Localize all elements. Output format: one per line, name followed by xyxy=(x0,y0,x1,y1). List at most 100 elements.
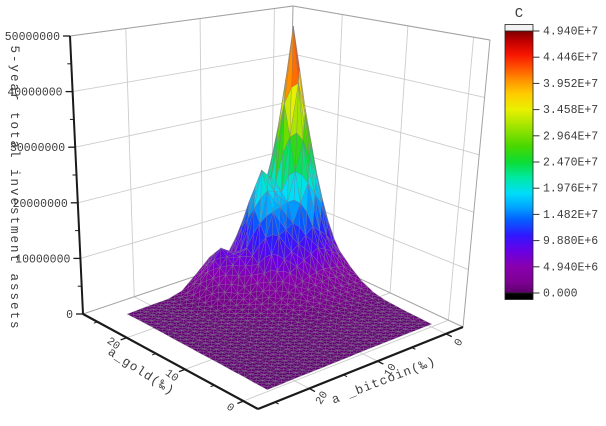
colorbar-tick-label: 2.964E+7 xyxy=(543,130,598,143)
gold-axis-minor-tick xyxy=(93,321,98,324)
wall-gridline-gold xyxy=(331,14,343,266)
surface-facet xyxy=(197,351,204,356)
colorbar-tick-label: 1.482E+7 xyxy=(543,209,598,222)
surface-facet xyxy=(335,358,343,363)
surface-facet xyxy=(301,372,309,377)
surface-facet xyxy=(202,354,210,359)
surface-facet xyxy=(328,361,337,366)
wall-gridline-z-right xyxy=(291,53,485,98)
surface-facet xyxy=(249,379,257,384)
frame-edge-top-right xyxy=(292,5,491,41)
surface-facet xyxy=(126,313,134,318)
surface-facet xyxy=(314,367,323,371)
surface-facet xyxy=(424,320,432,325)
colorbar-tick-label: 0.000 xyxy=(543,288,578,301)
colorbar-below-range-block xyxy=(504,292,534,300)
colorbar-bar xyxy=(504,30,534,294)
surface-facet xyxy=(167,335,175,340)
gold-axis-tick-label: 0 xyxy=(224,402,236,416)
surface-facet xyxy=(138,319,146,324)
surface-facet xyxy=(144,322,152,327)
z-axis-tick-label: 0 xyxy=(66,309,73,322)
surface-facet xyxy=(220,363,228,368)
surface-facet xyxy=(349,353,357,357)
surface-facet xyxy=(280,380,289,385)
colorbar-tick-label: 1.976E+7 xyxy=(543,183,598,196)
surface-facet xyxy=(226,367,234,371)
surface-facet xyxy=(261,386,269,390)
surface-facet xyxy=(362,347,371,352)
wall-gridline-z-right xyxy=(289,148,474,213)
surface-facet xyxy=(255,383,263,387)
surface-facet xyxy=(403,331,412,336)
colorbar-tick-label: 4.940E+6 xyxy=(543,261,598,274)
surface-facet xyxy=(376,342,384,346)
surface-facet xyxy=(132,316,140,321)
z-axis-tick-label: 30000000 xyxy=(10,142,65,155)
surface-facet xyxy=(397,334,405,338)
gold-axis-tick xyxy=(178,368,186,373)
bitcoin-axis-tick xyxy=(377,360,384,365)
bitcoin-axis-tick xyxy=(445,333,453,338)
surface-facet xyxy=(273,383,282,388)
wall-gridline-gold xyxy=(389,25,409,293)
z-axis-tick-label: 40000000 xyxy=(7,87,62,100)
surface-facet xyxy=(267,386,275,390)
surface-facet xyxy=(237,373,245,378)
colorbar: 4.940E+7 4.446E+7 3.952E+7 3.458E+7 2.964E+7… xyxy=(504,24,598,301)
gold-axis-tick xyxy=(237,400,244,405)
z-axis-tick-label: 50000000 xyxy=(5,31,60,44)
surface-facet xyxy=(287,378,295,382)
bitcoin-axis-minor-tick xyxy=(274,401,279,405)
surface-facet xyxy=(342,356,350,360)
colorbar-tick-label: 9.880E+6 xyxy=(543,235,598,248)
surface-facet xyxy=(243,376,251,381)
z-axis-title: 5-year total investment assets xyxy=(7,45,21,331)
z-axis-tick-label: 10000000 xyxy=(15,253,70,266)
surface-facet xyxy=(419,318,426,322)
gold-axis-minor-tick xyxy=(151,353,157,356)
colorbar-above-range-block xyxy=(504,24,534,32)
colorbar-tick-label: 4.446E+7 xyxy=(543,52,598,65)
surface-facet xyxy=(294,375,302,379)
floor-gridline-gold xyxy=(243,319,449,402)
gold-axis-line xyxy=(82,313,259,410)
bitcoin-axis-tick-label: 0 xyxy=(453,337,467,349)
bitcoin-axis-line xyxy=(257,325,464,411)
surface-facet xyxy=(161,298,169,302)
surface-facet xyxy=(191,348,199,352)
surface-facet xyxy=(214,360,222,365)
surface-facet xyxy=(369,345,378,349)
gold-axis-tick xyxy=(120,337,127,341)
bitcoin-axis-minor-tick xyxy=(411,347,416,350)
bitcoin-axis-tick xyxy=(308,387,316,393)
colorbar-tick-label: 2.470E+7 xyxy=(543,157,598,170)
wall-gridline-gold xyxy=(447,37,475,321)
surface-facet xyxy=(162,332,169,336)
wall-gridline-z-left xyxy=(77,148,291,204)
z-axis-tick-label: 20000000 xyxy=(13,198,68,211)
wall-gridline-z-left xyxy=(75,101,292,148)
frame-edge-top-left xyxy=(69,5,294,37)
surface-facet xyxy=(185,344,193,349)
surface-facet xyxy=(232,370,239,374)
wall-gridline-z-left xyxy=(72,53,293,93)
colorbar-tick-label: 3.458E+7 xyxy=(543,104,598,117)
surface-facet xyxy=(156,329,164,333)
frame-edge-right-vertical xyxy=(462,39,491,328)
surface-facet xyxy=(390,337,398,341)
bitcoin-axis-tick-label: 10 xyxy=(383,362,400,380)
surface-facet xyxy=(321,364,330,368)
colorbar-tick-label: 4.940E+7 xyxy=(543,26,598,39)
surface-facet xyxy=(424,323,432,328)
colorbar-title: C xyxy=(514,6,524,22)
bitcoin-axis-minor-tick xyxy=(343,374,348,378)
bitcoin-axis-tick-label: 20 xyxy=(314,390,331,408)
surface-facet xyxy=(417,326,425,330)
surface-facet xyxy=(410,329,419,333)
wall-gridline-z-right xyxy=(290,101,480,156)
surface-facet xyxy=(179,341,187,346)
surface-facet xyxy=(356,350,364,355)
surface-mesh xyxy=(126,26,432,390)
